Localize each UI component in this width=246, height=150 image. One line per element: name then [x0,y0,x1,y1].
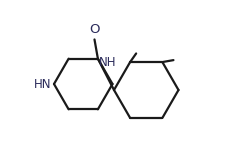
Text: NH: NH [99,56,116,69]
Text: HN: HN [34,78,52,90]
Text: O: O [89,23,100,36]
